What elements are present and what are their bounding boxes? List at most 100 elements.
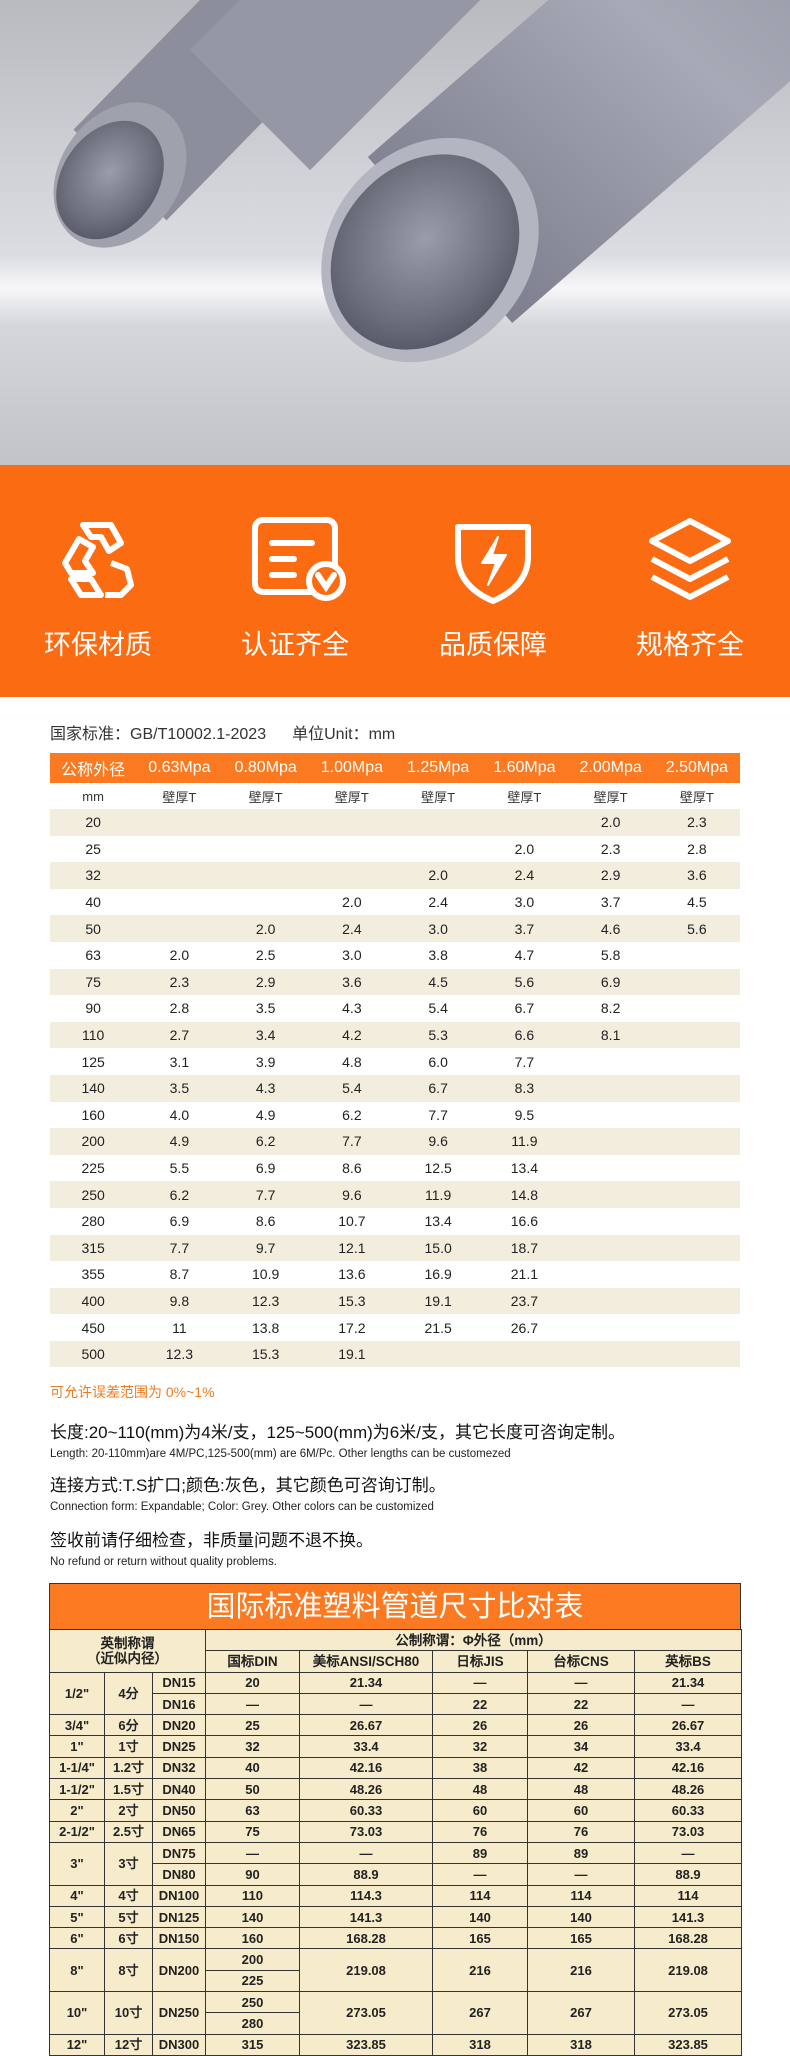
cell: 38 — [432, 1756, 529, 1780]
cun-cell: 4寸 — [104, 1884, 153, 1907]
data-row: 315 7.7 9.7 12.1 15.0 18.7 — [50, 1234, 740, 1262]
cell: 7.7 — [428, 1106, 448, 1123]
cun-cell: 1寸 — [104, 1735, 153, 1758]
cell: 2.4 — [428, 894, 448, 911]
cell — [223, 889, 309, 916]
cell: 2.0 — [395, 862, 482, 889]
cell: 21.5 — [424, 1319, 452, 1336]
header-left-line: （近似内径） — [87, 1650, 168, 1666]
cell: — — [527, 1671, 636, 1694]
comparison-table: 英制称谓 （近似内径） 公制称谓：Φ外径（mm） 国标DIN 美标ANSI/SCH80 日… — [48, 1628, 743, 2056]
cell: 2.4 — [308, 915, 395, 942]
subheader-cell: 壁厚T — [593, 789, 628, 805]
comparison-title: 国际标准塑料管道尺寸比对表 — [49, 1583, 741, 1629]
cun-cell: 1.2寸 — [104, 1756, 153, 1780]
data-row: 40 2.0 2.4 3.0 3.7 4.5 — [50, 889, 740, 916]
cell: 400 — [50, 1287, 137, 1315]
cell: DN15 — [151, 1671, 207, 1694]
inch-cell: 1-1/4" — [49, 1756, 105, 1780]
cell: 355 — [81, 1266, 105, 1283]
cell: 4.2 — [308, 1021, 395, 1049]
cell: 5.4 — [428, 1000, 448, 1017]
cell: DN16 — [151, 1692, 207, 1716]
cell: 25 — [85, 840, 101, 857]
cell: 76 — [432, 1820, 529, 1843]
cell — [567, 1287, 654, 1315]
cell: 13.6 — [338, 1266, 366, 1283]
cell: 75 — [205, 1820, 301, 1843]
data-row: 90 2.8 3.5 4.3 5.4 6.7 8.2 — [50, 995, 740, 1022]
cell — [568, 1314, 654, 1341]
cell — [136, 889, 222, 916]
cell: 40 — [85, 894, 101, 911]
cell: 225 — [81, 1160, 105, 1177]
cell: 21.1 — [510, 1266, 538, 1283]
cell: 2.9 — [567, 862, 654, 889]
cell: 21.34 — [634, 1671, 743, 1694]
cell — [395, 836, 481, 863]
cell: — — [205, 1692, 301, 1716]
cell: 11 — [172, 1319, 187, 1336]
cell: 2.0 — [342, 894, 362, 911]
dn-cell: DN200 — [151, 1948, 207, 1993]
cell: 42 — [527, 1756, 636, 1780]
cell: 50 — [205, 1778, 301, 1801]
cell: 60.33 — [634, 1799, 743, 1822]
dn-cell: DN250 — [151, 1991, 207, 2035]
cell: 9.6 — [395, 1128, 482, 1155]
cell: 6.2 — [222, 1128, 309, 1155]
cell: 160 — [81, 1106, 105, 1123]
data-row: 160 4.0 4.9 6.2 7.7 9.5 — [50, 1102, 740, 1129]
data-row: 280 6.9 8.6 10.7 13.4 16.6 — [50, 1208, 740, 1235]
cell: — — [299, 1692, 434, 1716]
column-header: 日标JIS — [432, 1650, 529, 1673]
cell: DN100 — [151, 1884, 207, 1907]
cell — [654, 1048, 740, 1075]
cun-cell: 3寸 — [104, 1841, 153, 1886]
inch-cell: 12" — [49, 2033, 105, 2056]
cell — [654, 942, 740, 969]
data-row: 3/4" 6分 DN20 25 26.67 26 26 26.67 — [49, 1714, 743, 1737]
cell: 4.9 — [136, 1128, 223, 1155]
cell: 4.3 — [342, 1000, 362, 1017]
cell: 141.3 — [299, 1905, 434, 1929]
cell: 6.2 — [342, 1106, 362, 1123]
cell — [653, 1234, 740, 1262]
cell: 2.7 — [136, 1021, 223, 1049]
cell: DN25 — [151, 1735, 207, 1758]
cell: 12.3 — [136, 1340, 223, 1368]
data-row: 1-1/4" 1.2寸 DN32 40 42.16 38 42 42.16 — [49, 1756, 743, 1780]
cell: 88.9 — [299, 1863, 434, 1886]
cell: 2.9 — [222, 968, 309, 996]
cell: 165 — [527, 1927, 636, 1950]
cell: 2.3 — [653, 809, 740, 836]
cell — [136, 809, 223, 836]
din-cell: 225 — [205, 1969, 301, 1993]
cell: 3.0 — [395, 915, 482, 942]
inch-cell: 2-1/2" — [49, 1820, 105, 1843]
cell: 4.3 — [222, 1074, 309, 1102]
cell: 5.8 — [600, 947, 621, 964]
cell — [136, 862, 223, 889]
cell: 140 — [527, 1905, 636, 1929]
column-header: 美标ANSI/SCH80 — [299, 1650, 434, 1673]
cell — [395, 809, 482, 836]
cell: 168.28 — [299, 1927, 434, 1950]
cell: 48 — [432, 1778, 529, 1801]
shield-icon — [455, 524, 531, 604]
cell: 90 — [205, 1863, 301, 1886]
data-row: 3" 3寸 DN75— —89 89— — [49, 1841, 743, 1886]
cell: 22 — [432, 1692, 529, 1716]
cell: 140 — [432, 1905, 529, 1929]
subheader-cell: 壁厚T — [421, 789, 456, 805]
cell: 5.3 — [395, 1021, 482, 1049]
header-row: 英制称谓 （近似内径） 公制称谓：Φ外径（mm） — [48, 1628, 743, 1673]
cell: 165 — [432, 1927, 529, 1950]
cell: 273.05 — [299, 1991, 434, 2035]
cell: 7.7 — [222, 1181, 309, 1208]
cell: 34 — [527, 1735, 636, 1758]
feature: 规格齐全 — [600, 465, 780, 697]
cell: 160 — [205, 1927, 301, 1950]
cell — [222, 862, 309, 889]
cell: DN50 — [151, 1799, 207, 1822]
